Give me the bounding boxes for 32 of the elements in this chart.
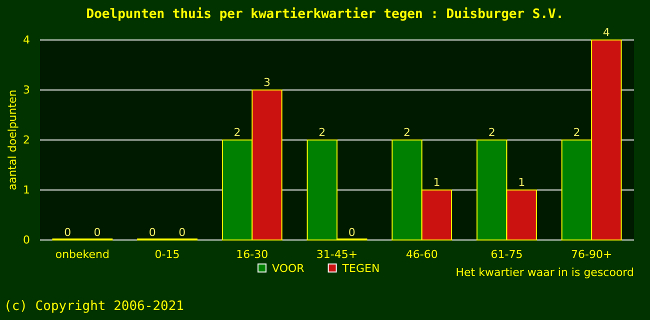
data-label: 0 — [94, 226, 101, 239]
x-tick-label: 61-75 — [490, 248, 523, 261]
y-axis-title: aantal doelpunten — [6, 90, 19, 190]
data-label: 0 — [148, 226, 156, 239]
legend-label: TEGEN — [341, 262, 380, 275]
data-label: 2 — [234, 126, 241, 139]
x-tick-label: 31-45+ — [316, 248, 358, 261]
y-tick-label: 2 — [23, 134, 30, 147]
legend-label: VOOR — [272, 262, 305, 275]
data-label: 2 — [573, 126, 580, 139]
data-label: 4 — [602, 26, 610, 39]
x-axis-title: Het kwartier waar in is gescoord — [456, 266, 634, 279]
data-label: 0 — [178, 226, 186, 239]
chart-title: Doelpunten thuis per kwartierkwartier tegen : Duisburger S.V. — [86, 7, 564, 22]
data-label: 1 — [518, 176, 526, 189]
x-tick-label: 16-30 — [236, 248, 268, 261]
y-tick-label: 3 — [23, 84, 30, 97]
data-label: 0 — [64, 226, 72, 239]
data-label: 2 — [404, 126, 411, 139]
data-label: 3 — [263, 76, 270, 89]
data-label: 0 — [348, 226, 356, 239]
x-tick-label: 46-60 — [406, 248, 438, 261]
data-label: 2 — [488, 126, 496, 139]
data-label: 2 — [318, 126, 326, 139]
y-tick-label: 1 — [23, 184, 30, 197]
x-tick-label: 0-15 — [154, 248, 180, 261]
x-tick-label: 76-90+ — [570, 248, 612, 261]
y-tick-label: 0 — [23, 234, 30, 247]
data-label: 1 — [433, 176, 440, 189]
x-tick-label: onbekend — [55, 248, 110, 261]
y-tick-label: 4 — [23, 34, 30, 47]
text: (c) Copyright 2006-2021 — [4, 299, 184, 314]
